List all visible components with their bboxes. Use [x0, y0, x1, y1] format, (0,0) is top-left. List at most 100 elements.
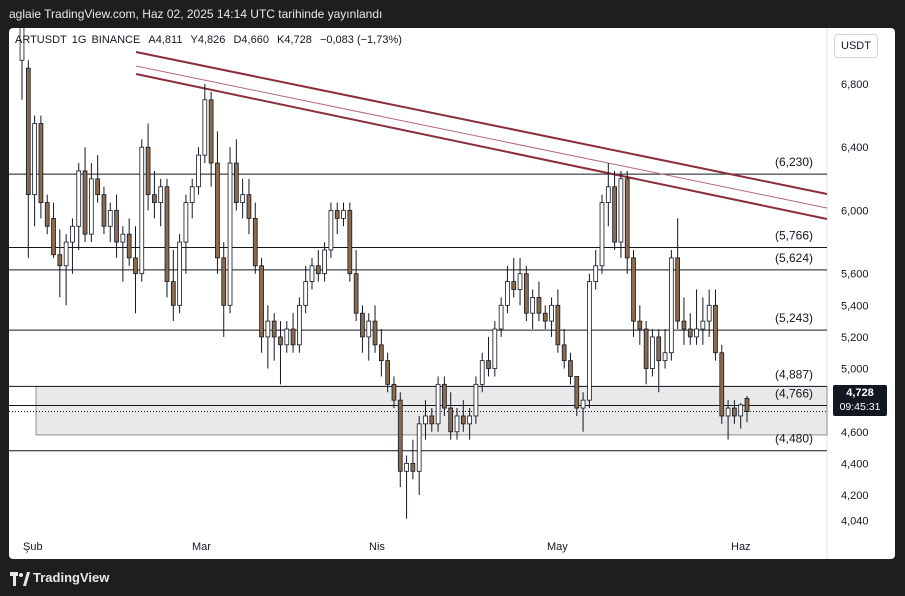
level-label: (5,766)	[775, 228, 813, 242]
candle-body	[599, 202, 605, 267]
candle-body	[57, 254, 63, 267]
candle-body	[183, 202, 189, 243]
candle-body	[252, 217, 258, 267]
level-label: (4,766)	[775, 387, 813, 401]
candle-body	[95, 178, 101, 196]
candle-body	[486, 360, 491, 369]
footer-brand[interactable]: TradingView	[33, 570, 110, 585]
candle-body	[70, 225, 75, 243]
candle-body	[347, 210, 353, 275]
candle-body	[353, 273, 359, 314]
candle-body	[32, 123, 37, 196]
y-tick-label: 4,600	[841, 427, 869, 439]
candle-body	[656, 336, 662, 362]
candle-body	[492, 328, 498, 369]
chart-frame[interactable]: (6,230) (5,766) (5,624) (5,243) (4,887) (4,76…	[9, 28, 895, 559]
candle-body	[240, 194, 246, 203]
bar-countdown: 09:45:31	[839, 401, 881, 413]
symbol-name: ARTUSDT	[15, 34, 67, 46]
candle-body	[435, 383, 441, 425]
candle-body	[473, 383, 479, 417]
candle-body	[309, 265, 315, 282]
candle-body	[315, 265, 321, 275]
candle-body	[227, 162, 233, 306]
candle-body	[618, 178, 624, 243]
x-tick-label: Mar	[192, 541, 211, 553]
tradingview-logo-icon[interactable]	[10, 572, 30, 586]
candle-body	[385, 360, 391, 385]
level-label: (5,624)	[775, 251, 813, 265]
candle-body	[271, 320, 277, 338]
trendline-upper	[135, 51, 828, 195]
candle-body	[265, 320, 271, 338]
candle-body	[637, 320, 643, 330]
candle-body	[542, 312, 548, 322]
ohlc-open: A4,811	[148, 34, 183, 46]
candle-body	[517, 273, 523, 290]
candle-body	[221, 257, 227, 306]
candle-body	[120, 233, 126, 243]
candle-body	[19, 28, 25, 61]
candle-body	[101, 194, 107, 227]
candle-body	[719, 352, 725, 417]
candle-body	[416, 423, 422, 472]
candle-body	[454, 415, 460, 433]
candle-body	[189, 186, 195, 203]
y-tick-label: 6,800	[841, 79, 869, 91]
candle-body	[278, 336, 283, 346]
candle-body	[51, 217, 56, 256]
ohlc-change: −0,083 (−1,73%)	[319, 34, 402, 46]
last-price: 4,728	[846, 387, 874, 399]
candle-body	[668, 257, 674, 354]
candle-body	[523, 273, 529, 314]
y-tick-label: 4,040	[841, 515, 869, 527]
level-label: (4,480)	[775, 432, 813, 446]
candle-body	[467, 415, 472, 425]
candle-body	[297, 304, 302, 346]
candle-body	[341, 210, 346, 219]
candle-body	[587, 281, 592, 401]
level-label: (4,887)	[775, 367, 813, 381]
candle-body	[391, 383, 397, 401]
x-tick-label: Şub	[23, 541, 43, 553]
candle-body	[624, 178, 630, 259]
trendline-middle	[135, 65, 828, 209]
candle-body	[133, 257, 138, 275]
candle-body	[215, 162, 220, 259]
candle-body	[404, 462, 409, 472]
candle-body	[44, 202, 50, 227]
candle-body	[681, 320, 687, 330]
last-price-tag: 4,728 09:45:31	[833, 385, 887, 416]
candle-body	[290, 328, 296, 346]
candle-body	[397, 399, 403, 472]
candle-body	[177, 241, 182, 306]
candle-body	[107, 210, 113, 227]
candle-body	[38, 123, 44, 203]
candle-body	[574, 376, 580, 409]
candle-body	[164, 186, 170, 282]
symbol-info: ARTUSDT 1G BINANCE A4,811 Y4,826 D4,660 K4…	[15, 34, 402, 46]
candle-body	[88, 178, 94, 235]
candle-body	[694, 328, 699, 338]
candle-body	[631, 257, 636, 322]
candle-body	[423, 415, 428, 425]
candle-body	[322, 249, 327, 275]
candle-body	[233, 162, 239, 203]
candle-body	[246, 194, 252, 219]
candle-body	[706, 304, 712, 322]
candle-body	[126, 233, 132, 259]
candle-body	[448, 407, 454, 433]
ohlc-low: D4,660	[233, 34, 269, 46]
y-tick-label: 6,000	[841, 205, 869, 217]
candle-body	[114, 210, 119, 243]
ohlc-close: K4,728	[277, 34, 312, 46]
candle-body	[366, 320, 372, 338]
candle-body	[549, 304, 554, 322]
candle-body	[650, 336, 655, 369]
price-chart[interactable]: (6,230) (5,766) (5,624) (5,243) (4,887) (4,76…	[9, 28, 895, 559]
candle-body	[511, 281, 517, 290]
candle-body	[378, 344, 384, 362]
currency-button[interactable]: USDT	[834, 34, 878, 58]
y-tick-label: 6,400	[841, 142, 869, 154]
publish-header: aglaie TradingView.com, Haz 02, 2025 14:…	[0, 0, 905, 28]
